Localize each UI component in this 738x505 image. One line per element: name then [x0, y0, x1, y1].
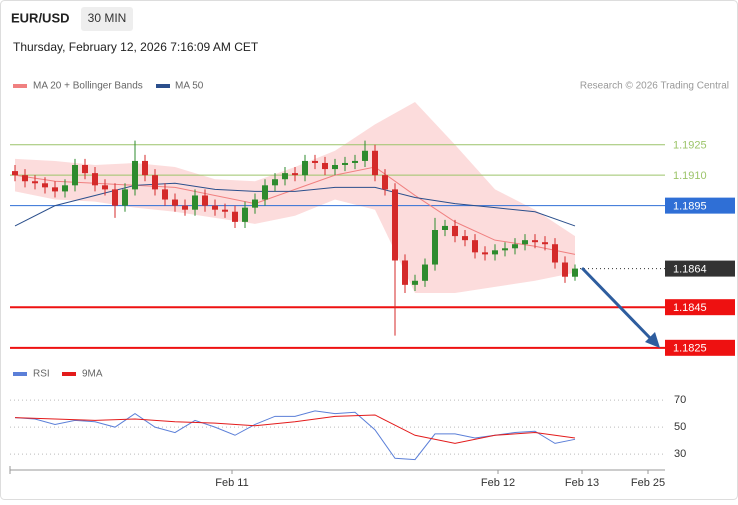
level-box — [665, 260, 735, 277]
indicator-line — [14, 414, 576, 444]
candle-body — [502, 248, 508, 251]
candle-body — [42, 183, 48, 188]
candle-body — [572, 268, 578, 277]
candle-body — [412, 280, 418, 285]
level-label: 1.1864 — [673, 264, 707, 276]
candle-body — [322, 162, 328, 170]
candle-body — [62, 185, 68, 192]
candle-body — [82, 165, 88, 174]
candle-body — [222, 209, 228, 212]
candle-body — [32, 181, 38, 184]
legend-swatch — [13, 84, 27, 88]
legend-swatch — [13, 372, 27, 376]
legend-label: 9MA — [82, 369, 103, 380]
candle-body — [212, 205, 218, 210]
legend-label: RSI — [33, 369, 50, 380]
candle-body — [252, 199, 258, 208]
candle-body — [232, 211, 238, 222]
copyright: Research © 2026 Trading Central — [580, 81, 729, 92]
candle-body — [352, 160, 358, 163]
forecast-arrow — [580, 266, 654, 342]
candle-body — [112, 189, 118, 206]
candle-body — [562, 262, 568, 277]
candle-body — [152, 175, 158, 190]
y-tick-label: 30 — [674, 448, 686, 460]
level-box — [665, 339, 735, 356]
legend-swatch — [156, 84, 170, 88]
candle-body — [362, 150, 368, 161]
plot: 1.1925 1.1910 1.1895 1.1864 1.1845 1.1825 30 50… — [9, 102, 735, 489]
ma-line — [14, 166, 576, 255]
legend-swatch — [62, 372, 76, 376]
candle-body — [72, 165, 78, 186]
level-box — [665, 197, 735, 214]
candle-body — [372, 150, 378, 176]
interval: 30 MIN — [88, 11, 127, 25]
candle-body — [182, 205, 188, 210]
candle-body — [312, 160, 318, 163]
interval-pill — [81, 7, 133, 31]
candle-body — [292, 173, 298, 176]
candle-body — [132, 160, 138, 190]
candle-body — [192, 195, 198, 210]
level-label: 1.1825 — [673, 343, 707, 355]
x-tick-label: Feb 13 — [565, 477, 599, 489]
candle-body — [162, 189, 168, 200]
y-tick-label: 70 — [674, 394, 686, 406]
candle-body — [442, 225, 448, 230]
candle-body — [512, 244, 518, 249]
candle-body — [102, 185, 108, 190]
candle-body — [302, 160, 308, 176]
candle-body — [402, 260, 408, 285]
candle-body — [382, 175, 388, 190]
level-label: 1.1910 — [673, 170, 707, 182]
candle-body — [452, 225, 458, 237]
candle-body — [522, 240, 528, 245]
candle-body — [492, 250, 498, 255]
candle-body — [12, 171, 18, 176]
candle-body — [262, 185, 268, 200]
level-label: 1.1925 — [673, 140, 707, 152]
candle-body — [22, 175, 28, 182]
legend-label: MA 20 + Bollinger Bands — [33, 81, 143, 92]
candle-body — [242, 207, 248, 222]
candle-body — [122, 189, 128, 206]
x-tick-label: Feb 12 — [481, 477, 515, 489]
candle-body — [142, 160, 148, 176]
timestamp: Thursday, February 12, 2026 7:16:09 AM C… — [13, 40, 259, 54]
x-tick-label: Feb 25 — [631, 477, 665, 489]
candle-body — [432, 230, 438, 265]
level-label: 1.1895 — [673, 201, 707, 213]
candle-body — [272, 179, 278, 186]
candle-body — [472, 240, 478, 253]
candle-body — [92, 173, 98, 186]
level-label: 1.1845 — [673, 302, 707, 314]
forecast-arrow-head — [645, 332, 660, 348]
indicator-line — [14, 410, 576, 461]
y-tick-label: 50 — [674, 421, 686, 433]
candle-body — [342, 162, 348, 165]
legend-label: MA 50 — [175, 81, 204, 92]
x-tick-label: Feb 11 — [215, 477, 248, 489]
candle-body — [542, 242, 548, 245]
candle-body — [282, 173, 288, 180]
candle-body — [552, 244, 558, 263]
level-box — [665, 299, 735, 316]
candle-body — [172, 199, 178, 206]
candle-body — [332, 165, 338, 170]
candle-body — [462, 236, 468, 241]
candle-body — [532, 240, 538, 243]
candle-body — [392, 189, 398, 261]
symbol: EUR/USD — [11, 10, 70, 25]
ma-line — [14, 182, 576, 227]
candle-body — [202, 195, 208, 206]
candle-body — [482, 252, 488, 255]
candle-body — [52, 187, 58, 192]
candle-body — [422, 264, 428, 281]
